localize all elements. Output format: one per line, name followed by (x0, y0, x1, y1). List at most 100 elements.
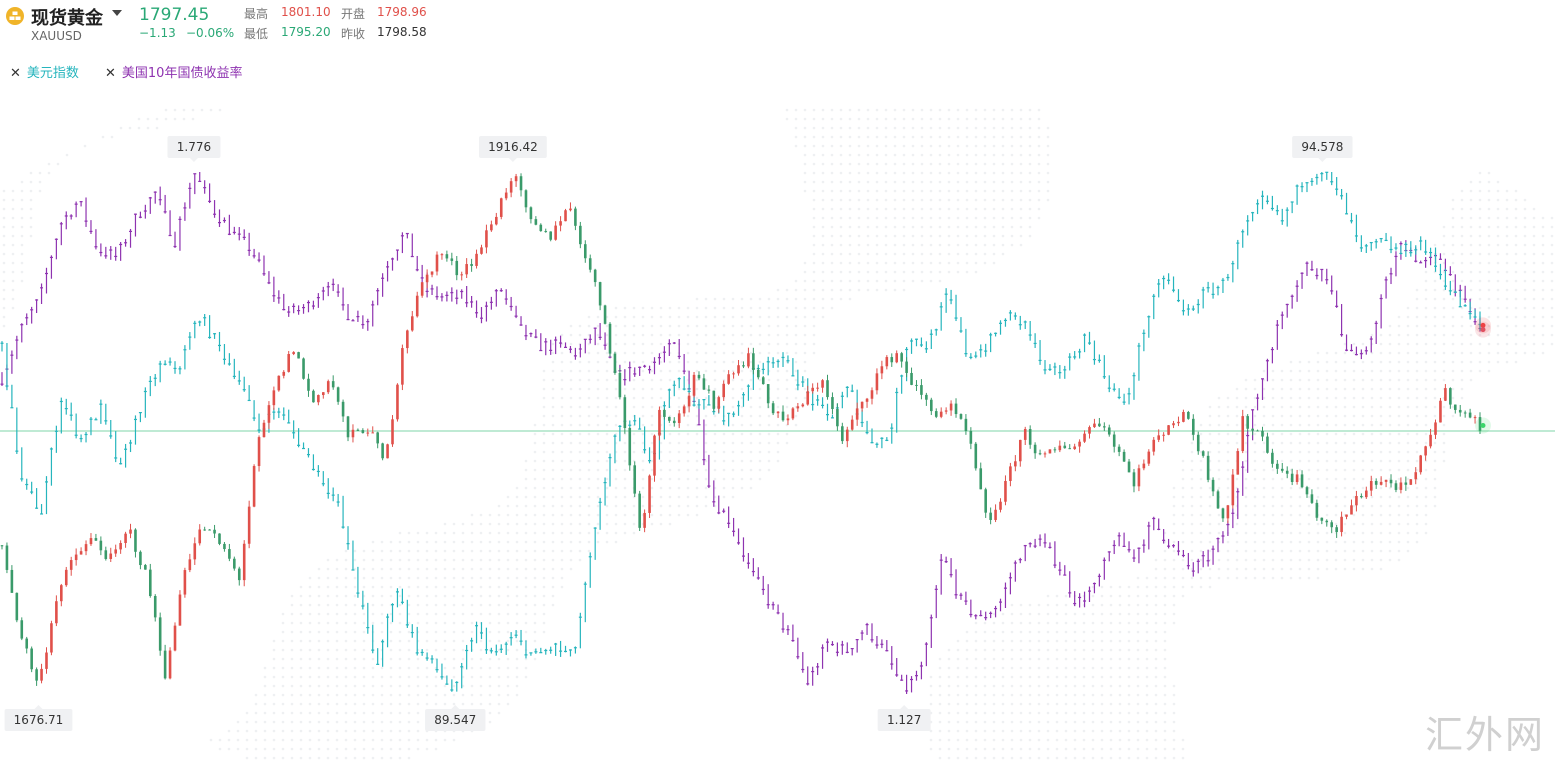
map-dot (686, 468, 690, 472)
map-dot (1352, 531, 1356, 535)
map-dot (875, 243, 879, 247)
remove-usd-index-icon[interactable]: ✕ (10, 66, 21, 81)
map-dot (1181, 594, 1185, 598)
map-dot (596, 459, 600, 463)
map-dot (875, 225, 879, 229)
map-dot (1361, 360, 1365, 364)
map-dot (362, 702, 366, 706)
map-dot (794, 378, 798, 382)
map-dot (1469, 180, 1473, 184)
map-dot (1127, 594, 1131, 598)
legend-usd-index[interactable]: ✕ 美元指数 (10, 62, 79, 81)
gold-candle (272, 390, 276, 406)
map-dot (1010, 738, 1014, 742)
map-dot (713, 414, 717, 418)
map-dot (1226, 423, 1230, 427)
map-dot (830, 279, 834, 283)
map-dot (488, 630, 492, 634)
map-dot (857, 279, 861, 283)
map-dot (767, 306, 771, 310)
map-dot (965, 720, 969, 724)
map-dot (497, 504, 501, 508)
map-dot (497, 540, 501, 544)
map-dot (389, 567, 393, 571)
map-dot (1370, 333, 1374, 337)
map-dot (398, 657, 402, 661)
map-dot (299, 756, 303, 760)
map-dot (1262, 540, 1266, 544)
map-dot (1487, 234, 1491, 238)
map-dot (587, 540, 591, 544)
map-dot (1046, 135, 1050, 139)
map-dot (605, 405, 609, 409)
gold-candle (139, 551, 142, 566)
map-dot (1172, 720, 1176, 724)
map-dot (362, 747, 366, 751)
legend-us10y[interactable]: ✕ 美国10年国债收益率 (105, 62, 242, 81)
map-dot (1037, 144, 1041, 148)
map-dot (1001, 117, 1005, 121)
map-dot (1271, 414, 1275, 418)
map-dot (812, 297, 816, 301)
map-dot (380, 540, 384, 544)
map-dot (956, 261, 960, 265)
map-dot (659, 495, 663, 499)
map-dot (461, 531, 465, 535)
map-dot (974, 126, 978, 130)
map-dot (803, 126, 807, 130)
map-dot (974, 630, 978, 634)
map-dot (497, 684, 501, 688)
map-dot (578, 432, 582, 436)
symbol-dropdown-caret-icon[interactable] (112, 10, 122, 16)
map-dot (1406, 432, 1410, 436)
map-dot (776, 306, 780, 310)
map-dot (983, 216, 987, 220)
map-dot (1352, 441, 1356, 445)
map-dot (983, 234, 987, 238)
map-dot (947, 747, 951, 751)
gold-candle (134, 529, 137, 552)
map-dot (1055, 747, 1059, 751)
map-dot (326, 576, 330, 580)
map-dot (353, 558, 357, 562)
map-dot (848, 117, 852, 121)
map-dot (830, 135, 834, 139)
map-dot (1199, 576, 1203, 580)
map-dot (704, 414, 708, 418)
map-dot (992, 675, 996, 679)
map-dot (1352, 414, 1356, 418)
map-dot (1217, 477, 1221, 481)
map-dot (398, 594, 402, 598)
gold-candle (183, 570, 187, 595)
map-dot (11, 189, 15, 193)
map-dot (1397, 333, 1401, 337)
map-dot (1424, 270, 1428, 274)
map-dot (353, 666, 357, 670)
map-dot (731, 468, 735, 472)
map-dot (1100, 666, 1104, 670)
map-dot (560, 405, 564, 409)
last-price: 1797.45 (139, 5, 210, 25)
map-dot (1343, 531, 1347, 535)
map-dot (1334, 450, 1338, 454)
map-dot (1541, 243, 1545, 247)
remove-us10y-icon[interactable]: ✕ (105, 66, 116, 81)
map-dot (1262, 567, 1266, 571)
map-dot (1415, 441, 1419, 445)
map-dot (1280, 522, 1284, 526)
map-dot (1037, 630, 1041, 634)
map-dot (992, 711, 996, 715)
map-dot (1154, 720, 1158, 724)
map-dot (1082, 711, 1086, 715)
map-dot (1370, 441, 1374, 445)
gold-candle (366, 432, 370, 434)
map-dot (857, 234, 861, 238)
map-dot (1145, 693, 1149, 697)
map-dot (488, 639, 492, 643)
map-dot (848, 225, 852, 229)
map-dot (974, 648, 978, 652)
map-dot (1541, 288, 1545, 292)
map-dot (1118, 684, 1122, 688)
map-dot (362, 675, 366, 679)
